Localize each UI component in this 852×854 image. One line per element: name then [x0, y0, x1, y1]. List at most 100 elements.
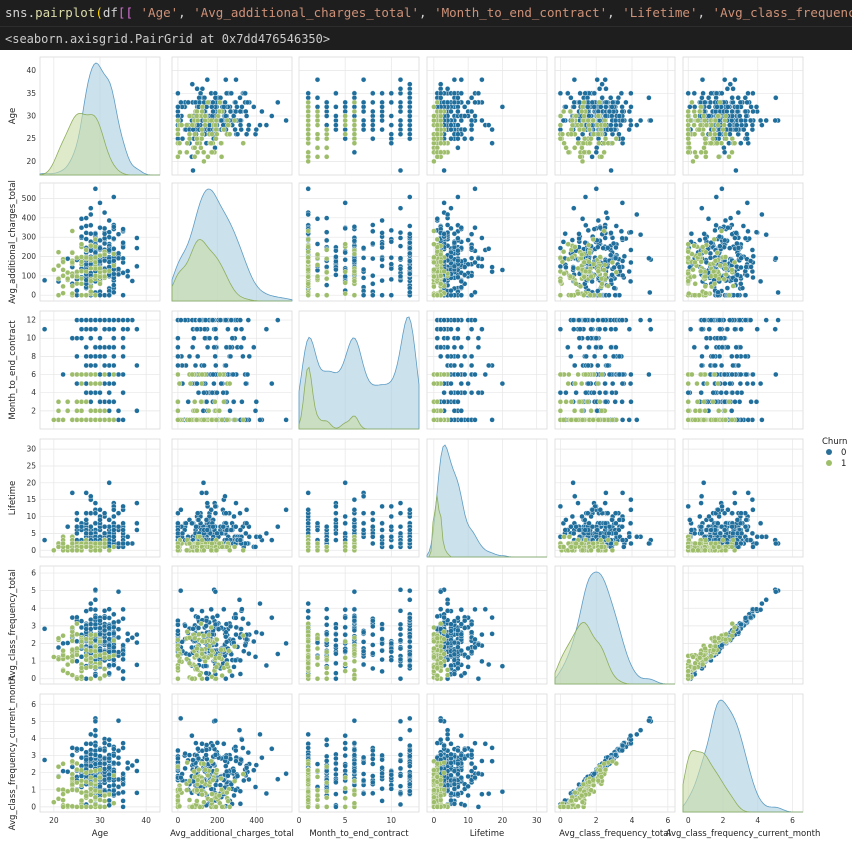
- scatter-point: [742, 235, 749, 242]
- scatter-point: [220, 390, 226, 396]
- scatter-point: [351, 95, 358, 101]
- scatter-point: [379, 113, 385, 119]
- scatter-point: [772, 117, 778, 124]
- scatter-point: [379, 126, 385, 133]
- scatter-point: [586, 259, 592, 265]
- scatter-point: [120, 344, 126, 350]
- scatter-point: [571, 104, 577, 110]
- scatter-point: [88, 362, 94, 369]
- scatter-point: [120, 390, 126, 396]
- scatter-point: [397, 99, 404, 106]
- scatter-point: [101, 326, 108, 332]
- scatter-point: [455, 247, 461, 254]
- scatter-point: [202, 122, 208, 128]
- scatter-point: [257, 417, 263, 423]
- scatter-point: [209, 417, 215, 423]
- scatter-point: [230, 113, 237, 119]
- scatter-point: [579, 216, 586, 222]
- scatter-point: [455, 131, 461, 137]
- scatter-point: [324, 292, 330, 298]
- scatter-point: [455, 95, 461, 101]
- scatter-point: [599, 95, 605, 101]
- scatter-point: [88, 222, 94, 229]
- scatter-point: [582, 371, 589, 378]
- scatter-point: [588, 326, 594, 332]
- scatter-point: [462, 390, 468, 396]
- scatter-point: [441, 399, 447, 405]
- scatter-point: [324, 145, 330, 151]
- scatter-point: [706, 104, 712, 110]
- scatter-point: [351, 117, 358, 124]
- scatter-point: [691, 131, 698, 137]
- scatter-point: [577, 283, 584, 290]
- scatter-point: [581, 149, 587, 156]
- scatter-point: [557, 126, 564, 133]
- scatter-point: [88, 255, 94, 261]
- scatter-point: [360, 99, 367, 106]
- code-token: 'Lifetime': [622, 5, 698, 20]
- scatter-point: [759, 211, 765, 218]
- scatter-point: [619, 235, 625, 242]
- scatter-point: [199, 131, 206, 137]
- scatter-point: [608, 326, 614, 332]
- scatter-point: [441, 390, 447, 396]
- scatter-point: [233, 77, 239, 83]
- scatter-point: [557, 263, 564, 270]
- scatter-point: [577, 90, 583, 96]
- scatter-point: [570, 317, 577, 323]
- scatter-point: [588, 135, 594, 142]
- scatter-point: [612, 255, 619, 261]
- scatter-point: [69, 259, 76, 266]
- code-token: 'Age': [140, 5, 179, 20]
- scatter-point: [88, 408, 94, 414]
- scatter-point: [78, 326, 85, 332]
- scatter-point: [212, 90, 219, 96]
- scatter-point: [305, 104, 311, 110]
- scatter-point: [458, 77, 464, 83]
- scatter-point: [489, 140, 495, 146]
- scatter-point: [577, 326, 583, 332]
- scatter-point: [106, 247, 112, 253]
- scatter-point: [455, 235, 461, 242]
- scatter-point: [602, 326, 608, 332]
- scatter-point: [407, 126, 413, 133]
- pairplot-cell-2-5: [682, 310, 804, 430]
- scatter-point: [111, 399, 117, 405]
- scatter-point: [468, 126, 475, 133]
- scatter-point: [732, 399, 738, 405]
- scatter-point: [305, 135, 311, 142]
- scatter-point: [305, 126, 311, 133]
- scatter-point: [613, 122, 619, 128]
- scatter-point: [78, 281, 85, 287]
- scatter-point: [595, 244, 601, 250]
- scatter-point: [186, 417, 193, 423]
- scatter-point: [451, 263, 458, 270]
- scatter-point: [314, 122, 321, 128]
- scatter-point: [753, 399, 760, 405]
- scatter-point: [704, 380, 710, 387]
- scatter-point: [92, 317, 99, 323]
- scatter-point: [738, 255, 744, 261]
- scatter-point: [748, 264, 754, 270]
- scatter-point: [587, 250, 593, 256]
- scatter-point: [217, 317, 224, 323]
- scatter-point: [596, 326, 603, 332]
- scatter-point: [431, 417, 437, 423]
- scatter-point: [561, 140, 567, 146]
- scatter-point: [111, 417, 117, 423]
- scatter-point: [685, 90, 691, 96]
- scatter-point: [559, 131, 566, 137]
- scatter-point: [397, 273, 404, 280]
- scatter-point: [738, 371, 744, 378]
- pairplot-cell-0-4: [554, 56, 676, 176]
- scatter-point: [101, 240, 108, 247]
- scatter-point: [600, 245, 606, 251]
- scatter-point: [106, 259, 112, 265]
- scatter-point: [569, 117, 575, 124]
- scatter-point: [97, 417, 103, 423]
- scatter-point: [178, 317, 184, 323]
- scatter-point: [455, 335, 461, 341]
- code-cell[interactable]: sns.pairplot(df[[ 'Age', 'Avg_additional…: [0, 0, 852, 26]
- scatter-point: [603, 399, 609, 405]
- scatter-point: [479, 117, 485, 124]
